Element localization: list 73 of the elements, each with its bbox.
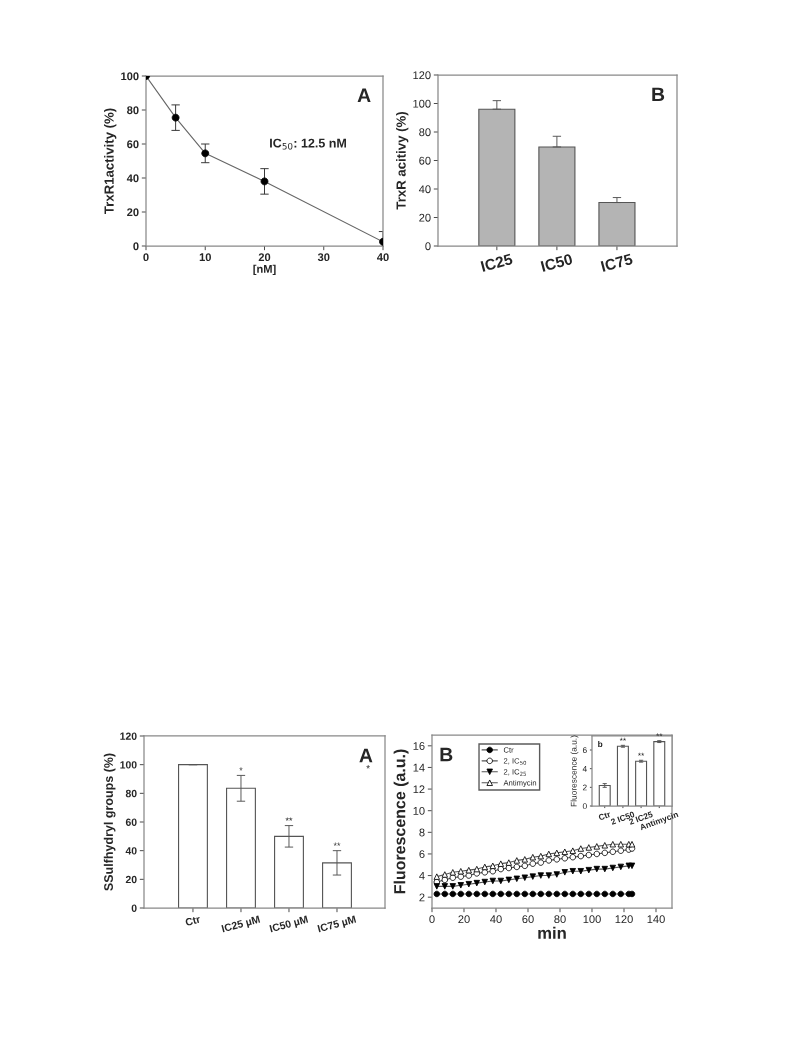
x-tick-label: IC75 bbox=[600, 253, 634, 272]
y-tick-label: 12 bbox=[413, 785, 425, 794]
x-tick-label: Ctr bbox=[184, 915, 201, 927]
bar bbox=[478, 108, 516, 246]
y-tick-label: 8 bbox=[419, 828, 425, 837]
x-tick-label: 20 bbox=[458, 915, 470, 924]
y-tick-label: 6 bbox=[582, 747, 587, 754]
y-tick-label: 20 bbox=[125, 875, 137, 884]
y-tick-label: 120 bbox=[413, 71, 431, 80]
chart-title: A bbox=[359, 748, 373, 763]
y-tick-label: 120 bbox=[120, 732, 137, 740]
y-tick-label: 16 bbox=[413, 742, 425, 750]
y-tick-label: 100 bbox=[120, 761, 137, 769]
y-tick-label: 0 bbox=[425, 242, 431, 251]
x-tick-label: IC25 µM bbox=[221, 915, 261, 935]
annotation: * bbox=[366, 764, 370, 769]
annotation: ** bbox=[619, 737, 627, 741]
y-axis-title: TrxR acitivy (%) bbox=[396, 112, 409, 210]
chart-title: B bbox=[652, 87, 665, 102]
x-axis-title: [nM] bbox=[253, 264, 276, 276]
x-tick-label: 60 bbox=[522, 915, 534, 924]
y-tick-label: 0 bbox=[133, 242, 139, 251]
y-tick-label: 100 bbox=[121, 72, 139, 81]
chart-title: b bbox=[598, 740, 603, 748]
annotation: ** bbox=[333, 842, 341, 846]
y-tick-label: 2 bbox=[419, 893, 425, 902]
y-axis-title: Fluorescence (a.u.) bbox=[570, 735, 579, 807]
annotation: * bbox=[239, 767, 243, 771]
x-tick-label: 10 bbox=[199, 253, 211, 262]
annotation: ** bbox=[637, 752, 645, 756]
y-tick-label: 0 bbox=[131, 904, 137, 912]
y-tick-label: 40 bbox=[418, 185, 431, 194]
y-tick-label: 14 bbox=[413, 763, 425, 772]
x-axis-title: min bbox=[538, 926, 566, 939]
bar bbox=[598, 201, 636, 246]
y-axis-title: SSulfhydryl groups (%) bbox=[103, 753, 116, 891]
x-tick-label: 140 bbox=[647, 915, 665, 924]
y-tick-label: 0 bbox=[582, 803, 587, 810]
y-tick-label: 2 bbox=[582, 784, 587, 791]
y-tick-label: 20 bbox=[419, 213, 431, 222]
annotation: ** bbox=[656, 733, 663, 737]
chart-title: A bbox=[357, 88, 371, 102]
bar bbox=[178, 764, 208, 908]
y-axis-title: TrxR1activity (%) bbox=[104, 108, 117, 215]
y-tick-label: 6 bbox=[419, 850, 425, 859]
x-tick-label: IC25 bbox=[480, 253, 514, 272]
annotation: ** bbox=[285, 817, 293, 821]
x-tick-label: 20 bbox=[258, 253, 271, 262]
x-tick-label: 80 bbox=[554, 915, 566, 924]
x-tick-label: 0 bbox=[143, 253, 149, 262]
bar bbox=[538, 146, 576, 246]
y-tick-label: 40 bbox=[126, 174, 139, 183]
x-tick-label: IC50 bbox=[540, 253, 573, 272]
x-tick-label: IC75 µM bbox=[317, 915, 357, 935]
y-tick-label: 20 bbox=[127, 208, 139, 217]
x-tick-label: Ctr bbox=[598, 811, 612, 821]
y-tick-label: 4 bbox=[419, 871, 425, 880]
x-tick-label: 40 bbox=[490, 915, 502, 924]
y-tick-label: 40 bbox=[125, 847, 137, 855]
x-tick-label: IC50 µM bbox=[269, 915, 309, 935]
y-tick-label: 80 bbox=[127, 106, 139, 115]
y-tick-label: 60 bbox=[419, 156, 431, 165]
annotation: IC$_{50}$: 12.5 nM bbox=[270, 138, 346, 150]
x-tick-label: 30 bbox=[317, 253, 330, 262]
y-tick-label: 80 bbox=[419, 128, 431, 137]
y-tick-label: 60 bbox=[127, 140, 139, 149]
x-tick-label: 120 bbox=[615, 915, 633, 924]
y-tick-label: 80 bbox=[125, 789, 137, 798]
y-axis-title: Fluorescence (a.u.) bbox=[393, 749, 409, 894]
y-tick-label: 4 bbox=[582, 765, 587, 772]
y-tick-label: 100 bbox=[413, 99, 431, 108]
text: B bbox=[440, 747, 453, 762]
x-tick-label: 40 bbox=[376, 253, 389, 262]
